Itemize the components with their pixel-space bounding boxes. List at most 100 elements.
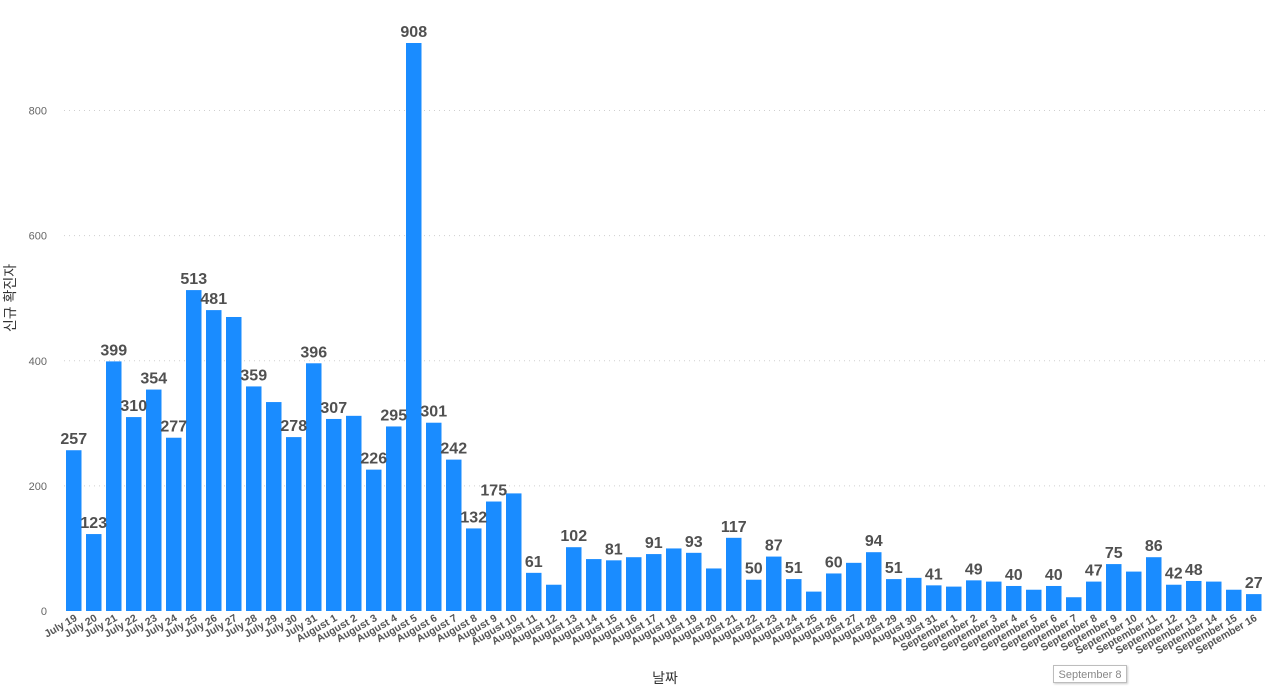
bar[interactable] bbox=[1026, 589, 1042, 611]
bar[interactable] bbox=[906, 577, 922, 611]
bar[interactable] bbox=[806, 591, 822, 611]
data-label: 399 bbox=[100, 342, 127, 359]
bar[interactable] bbox=[446, 459, 462, 611]
bar[interactable] bbox=[146, 389, 162, 611]
bar[interactable] bbox=[686, 552, 702, 611]
bars bbox=[66, 43, 1262, 611]
bar[interactable] bbox=[306, 363, 322, 611]
bar[interactable] bbox=[1146, 557, 1162, 611]
bar[interactable] bbox=[206, 310, 222, 611]
bar[interactable] bbox=[706, 568, 722, 611]
data-label: 481 bbox=[200, 291, 227, 308]
bar[interactable] bbox=[586, 559, 602, 611]
data-label: 87 bbox=[765, 538, 783, 555]
data-labels: 257 123 399 310 354 277 513 481 359 278 396 307 226 2… bbox=[60, 24, 1262, 592]
bar[interactable] bbox=[1126, 571, 1142, 611]
bar[interactable] bbox=[666, 548, 682, 611]
bar[interactable] bbox=[1046, 585, 1062, 611]
bar[interactable] bbox=[426, 422, 442, 611]
data-label: 48 bbox=[1185, 562, 1203, 579]
data-label: 257 bbox=[60, 431, 87, 448]
bar[interactable] bbox=[1226, 589, 1242, 611]
data-label: 359 bbox=[240, 367, 267, 384]
bar[interactable] bbox=[746, 579, 762, 611]
data-label: 51 bbox=[885, 560, 903, 577]
bar[interactable] bbox=[66, 450, 82, 611]
bar[interactable] bbox=[946, 586, 962, 611]
bar[interactable] bbox=[846, 562, 862, 611]
bar[interactable] bbox=[506, 493, 522, 611]
data-label: 102 bbox=[560, 528, 587, 545]
data-label: 278 bbox=[280, 418, 307, 435]
bar[interactable] bbox=[886, 579, 902, 611]
data-label: 396 bbox=[300, 344, 327, 361]
bar[interactable] bbox=[266, 402, 282, 611]
data-label: 310 bbox=[120, 398, 147, 415]
bar[interactable] bbox=[1106, 564, 1122, 611]
bar[interactable] bbox=[1246, 594, 1262, 611]
bar[interactable] bbox=[1186, 580, 1202, 611]
y-tick-label: 800 bbox=[29, 106, 47, 118]
data-label: 49 bbox=[965, 561, 983, 578]
bar[interactable] bbox=[566, 547, 582, 611]
bar[interactable] bbox=[366, 469, 382, 611]
bar[interactable] bbox=[826, 573, 842, 611]
y-tick-label: 400 bbox=[29, 356, 47, 368]
bar[interactable] bbox=[106, 361, 122, 611]
bar[interactable] bbox=[1066, 597, 1082, 611]
bar[interactable] bbox=[866, 552, 882, 611]
hover-tooltip: September 8 bbox=[1053, 665, 1127, 683]
data-label: 86 bbox=[1145, 538, 1163, 555]
bar[interactable] bbox=[186, 290, 202, 611]
bar[interactable] bbox=[326, 418, 342, 611]
bar[interactable] bbox=[386, 426, 402, 611]
bar[interactable] bbox=[226, 316, 242, 611]
bar[interactable] bbox=[606, 560, 622, 611]
data-label: 50 bbox=[745, 561, 763, 578]
data-label: 51 bbox=[785, 560, 803, 577]
data-label: 513 bbox=[180, 271, 207, 288]
data-label: 93 bbox=[685, 534, 703, 551]
x-axis-title: 날짜 bbox=[652, 670, 678, 686]
bar[interactable] bbox=[986, 581, 1002, 611]
bar[interactable] bbox=[626, 557, 642, 611]
bar[interactable] bbox=[86, 534, 102, 611]
y-tick-label: 600 bbox=[29, 231, 47, 243]
y-axis-ticks: 0 200 400 600 800 bbox=[29, 106, 47, 618]
bar[interactable] bbox=[346, 415, 362, 611]
bar[interactable] bbox=[286, 437, 302, 611]
bar[interactable] bbox=[786, 579, 802, 611]
data-label: 27 bbox=[1245, 575, 1263, 592]
bar[interactable] bbox=[646, 554, 662, 611]
y-axis-title: 신규 확진자 bbox=[2, 264, 18, 332]
y-tick-label: 0 bbox=[41, 606, 47, 618]
data-label: 60 bbox=[825, 554, 843, 571]
data-label: 40 bbox=[1045, 567, 1063, 584]
bar[interactable] bbox=[166, 437, 182, 611]
bar[interactable] bbox=[926, 585, 942, 611]
data-label: 123 bbox=[80, 515, 107, 532]
bar[interactable] bbox=[526, 572, 542, 611]
data-label: 47 bbox=[1085, 563, 1103, 580]
bar[interactable] bbox=[126, 417, 142, 611]
bar[interactable] bbox=[246, 386, 262, 611]
data-label: 307 bbox=[320, 400, 347, 417]
bar[interactable] bbox=[966, 580, 982, 611]
bar[interactable] bbox=[466, 528, 482, 611]
bar[interactable] bbox=[726, 537, 742, 611]
bar[interactable] bbox=[1006, 585, 1022, 611]
data-label: 42 bbox=[1165, 566, 1183, 583]
data-label: 908 bbox=[400, 24, 427, 41]
data-label: 295 bbox=[380, 407, 407, 424]
bar[interactable] bbox=[486, 501, 502, 611]
y-tick-label: 200 bbox=[29, 481, 47, 493]
bar[interactable] bbox=[766, 556, 782, 611]
data-label: 301 bbox=[420, 404, 447, 421]
bar[interactable] bbox=[1086, 581, 1102, 611]
bar[interactable] bbox=[406, 43, 422, 611]
bar[interactable] bbox=[1166, 584, 1182, 611]
data-label: 226 bbox=[360, 451, 387, 468]
bar[interactable] bbox=[1206, 581, 1222, 611]
bar[interactable] bbox=[546, 584, 562, 611]
